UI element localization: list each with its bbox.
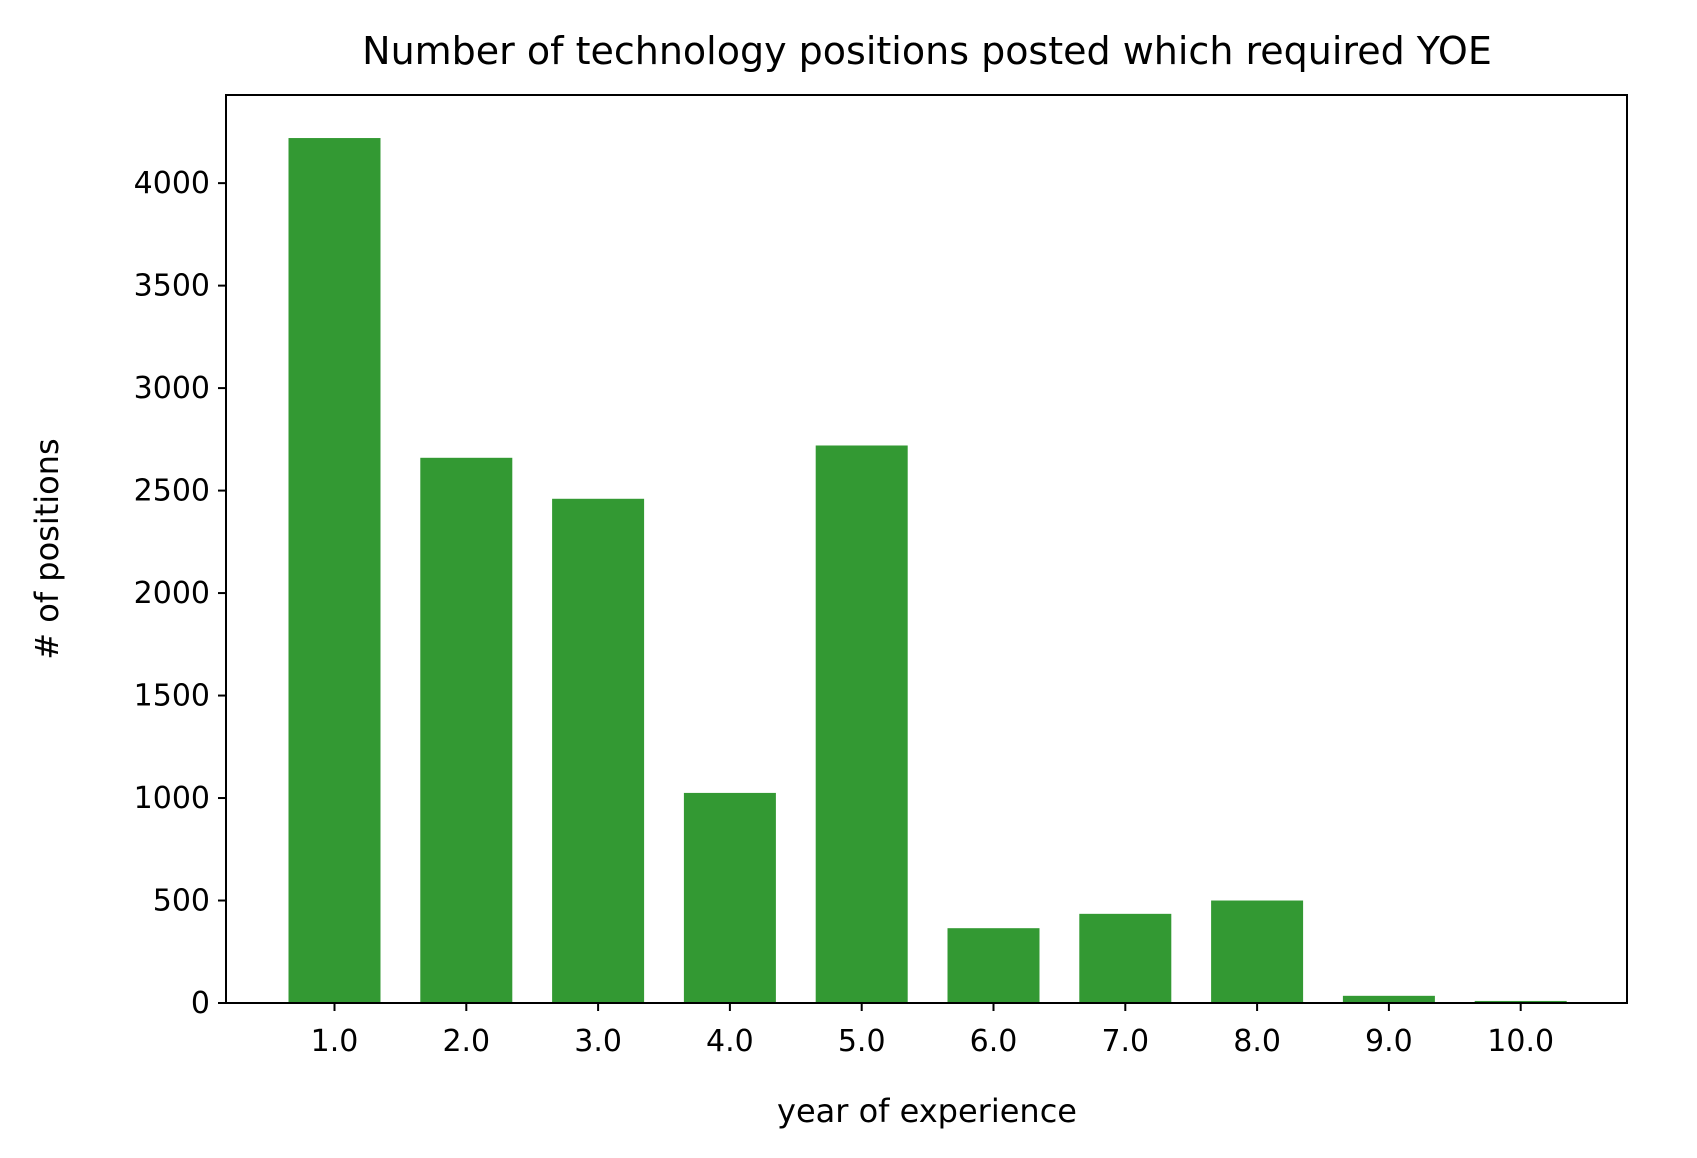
y-tick-label: 500: [153, 884, 210, 919]
bar-9.0: [1342, 995, 1435, 1003]
x-axis-label: year of experience: [777, 1092, 1077, 1130]
x-tick-label: 8.0: [1233, 1024, 1281, 1059]
y-tick-label: 3000: [134, 371, 210, 406]
x-axis: 1.0 2.0 3.0 4.0 5.0 6.0 7.0 8.0 9.0 10.0: [311, 1003, 1554, 1059]
x-tick-label: 5.0: [838, 1024, 886, 1059]
bar-2.0: [420, 457, 513, 1004]
x-tick-label: 4.0: [706, 1024, 754, 1059]
y-tick-label: 1500: [134, 679, 210, 714]
x-tick-label: 6.0: [970, 1024, 1018, 1059]
y-tick-label: 0: [191, 986, 210, 1021]
y-tick-label: 3500: [134, 269, 210, 304]
bar-10.0: [1474, 1000, 1567, 1003]
bar-6.0: [947, 928, 1040, 1003]
x-tick-label: 10.0: [1487, 1024, 1554, 1059]
x-tick-label: 7.0: [1101, 1024, 1149, 1059]
y-tick-label: 2000: [134, 576, 210, 611]
chart-title: Number of technology positions posted wh…: [362, 29, 1492, 73]
y-axis-label: # of positions: [28, 438, 66, 659]
x-tick-label: 9.0: [1365, 1024, 1413, 1059]
bar-4.0: [683, 792, 776, 1003]
x-tick-label: 1.0: [311, 1024, 359, 1059]
plot-frame: [225, 94, 1628, 1004]
y-tick-label: 2500: [134, 474, 210, 509]
bar-7.0: [1079, 913, 1172, 1003]
x-tick-label: 2.0: [442, 1024, 490, 1059]
bars-group: [288, 138, 1567, 1004]
y-axis: 0 500 1000 1500 2000 2500 3000 3500 4000: [134, 166, 226, 1021]
bar-1.0: [288, 138, 381, 1003]
bar-8.0: [1211, 900, 1304, 1003]
bar-5.0: [815, 445, 908, 1004]
y-tick-label: 4000: [134, 166, 210, 201]
bar-3.0: [552, 498, 645, 1003]
x-tick-label: 3.0: [574, 1024, 622, 1059]
y-tick-label: 1000: [134, 781, 210, 816]
